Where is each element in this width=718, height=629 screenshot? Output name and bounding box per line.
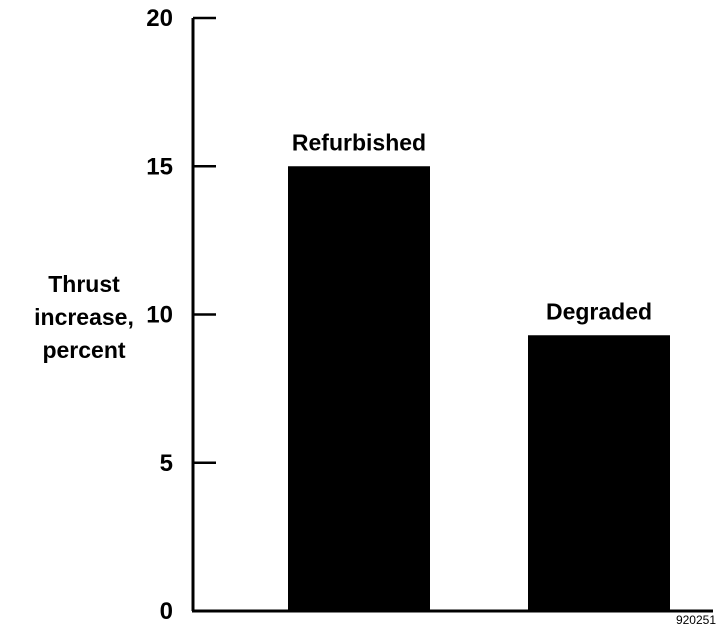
y-tick-label-15: 15 — [146, 153, 173, 180]
bar-label-degraded: Degraded — [546, 298, 652, 324]
y-axis-label-line-3: percent — [42, 337, 125, 363]
y-ticks: 0 5 10 15 20 — [146, 5, 216, 625]
y-axis-label-line-1: Thrust — [48, 271, 120, 297]
y-axis-label-line-2: increase, — [34, 304, 134, 330]
bar-label-refurbished: Refurbished — [292, 129, 426, 155]
bars: Refurbished Degraded — [288, 129, 670, 611]
bar-refurbished — [288, 166, 430, 611]
y-axis-label: Thrust increase, percent — [34, 271, 134, 363]
figure-id: 920251 — [676, 613, 716, 627]
y-tick-label-0: 0 — [160, 598, 173, 625]
y-tick-label-20: 20 — [146, 5, 173, 32]
bar-degraded — [528, 335, 670, 611]
y-tick-label-5: 5 — [160, 450, 173, 477]
y-tick-label-10: 10 — [146, 302, 173, 329]
